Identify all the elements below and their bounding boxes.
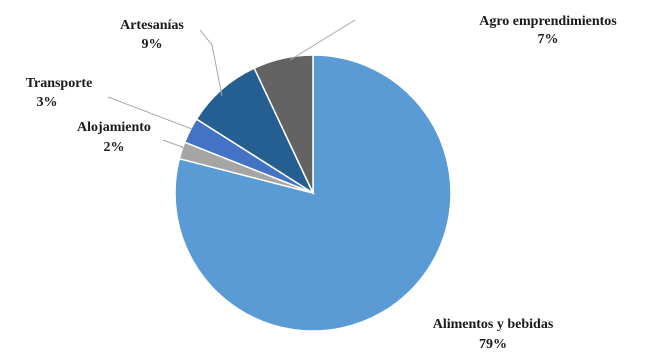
slice-label-artesanias-value: 9% <box>142 37 163 52</box>
slice-label-transporte-value: 3% <box>37 95 58 110</box>
pie-slice-agro-emprendimientos <box>253 54 314 194</box>
slice-label-agro-value: 7% <box>538 32 559 47</box>
slice-label-alojamiento-name: Alojamiento <box>77 120 151 135</box>
slice-label-alimentos-name: Alimentos y bebidas <box>433 317 554 332</box>
slice-label-alimentos-value: 79% <box>479 337 507 352</box>
leader-line-agro <box>289 19 356 61</box>
leader-line-transporte <box>107 96 193 130</box>
leader-line-alojamiento <box>162 139 186 149</box>
slice-label-agro-name: Agro emprendimientos <box>479 14 617 29</box>
slice-label-artesanias-name: Artesanías <box>120 18 184 33</box>
leader-line-artesanias <box>199 29 223 97</box>
slice-label-transporte-name: Transporte <box>26 76 93 91</box>
pie-slices <box>174 54 452 332</box>
leader-lines <box>107 19 356 149</box>
slice-label-alojamiento-value: 2% <box>104 140 125 155</box>
